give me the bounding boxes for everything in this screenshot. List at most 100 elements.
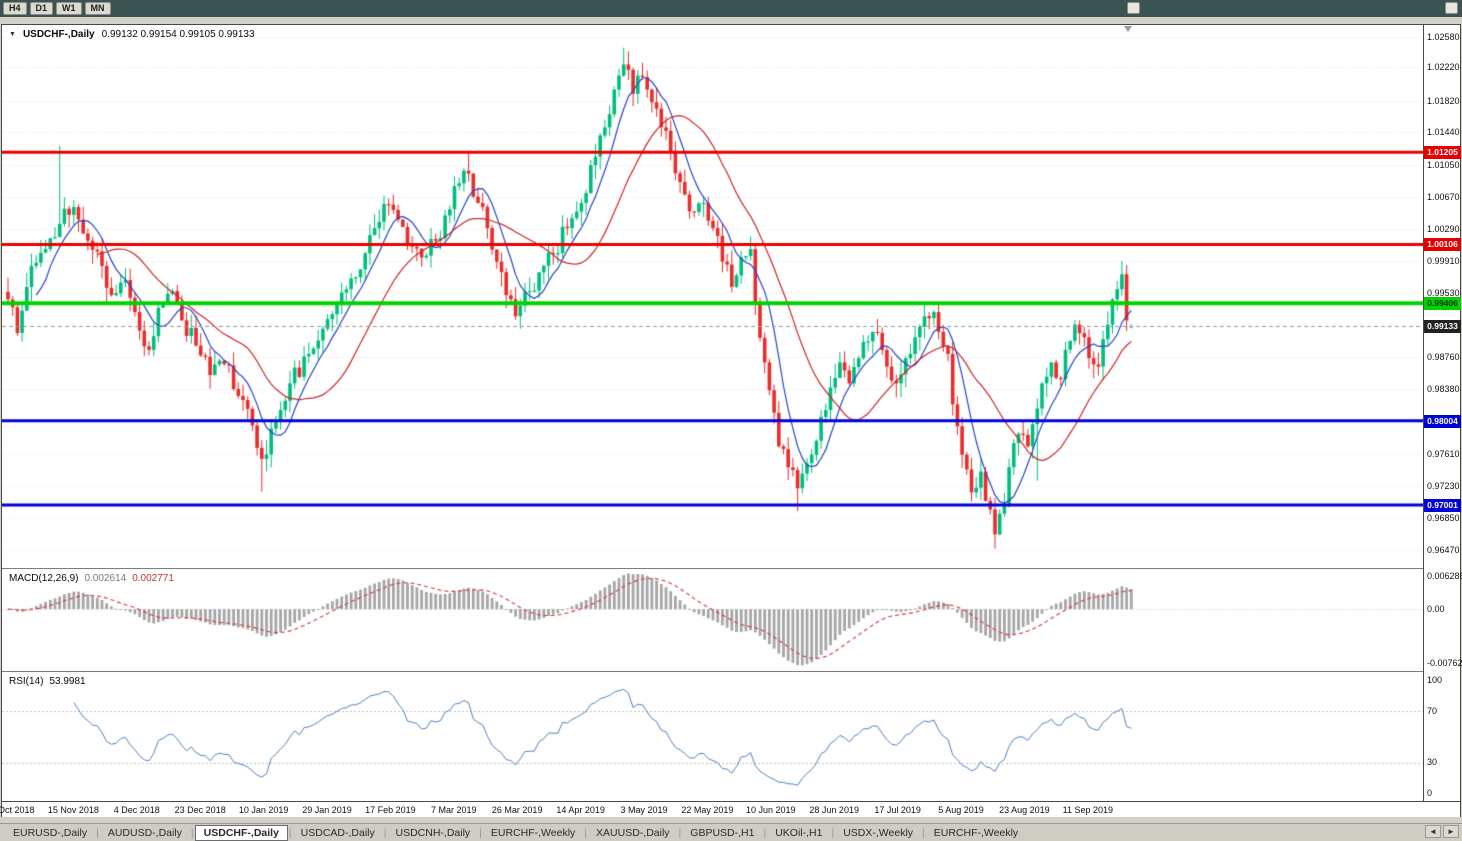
rsi-axis-0: 0	[1427, 788, 1433, 798]
chart-tab-bar: EURUSD-,Daily | AUDUSD-,Daily | USDCHF-,Dail…	[0, 823, 1462, 841]
top-toolbar: H4 D1 W1 MN	[0, 0, 1462, 17]
tab-separator: |	[831, 826, 835, 839]
tab-audusd-daily[interactable]: AUDUSD-,Daily	[107, 826, 182, 839]
date-tick-label: 17 Feb 2019	[365, 805, 416, 815]
date-tick-label: 29 Jan 2019	[302, 805, 352, 815]
macd-title: MACD(12,26,9) 0.002614 0.002771	[9, 573, 174, 584]
price-tick-label: 0.97610	[1427, 448, 1460, 459]
chart-symbol-label: USDCHF-,Daily	[22, 29, 95, 40]
date-tick-label: 7 Mar 2019	[431, 805, 477, 815]
chart-shift-marker[interactable]	[1124, 26, 1132, 32]
rsi-title: RSI(14) 53.9981	[9, 676, 86, 687]
date-tick-label: 26 Mar 2019	[491, 805, 543, 815]
rsi-canvas[interactable]	[2, 673, 1423, 801]
tab-usdx-weekly[interactable]: USDX-,Weekly	[843, 826, 914, 839]
timeframe-button-mn[interactable]: MN	[84, 2, 111, 15]
timeframe-button-d1[interactable]: D1	[29, 2, 54, 15]
bottom-strip	[0, 818, 1462, 823]
price-tick-label: 1.02580	[1427, 31, 1460, 42]
tab-separator: |	[190, 826, 194, 839]
price-chart-canvas[interactable]	[2, 25, 1423, 568]
macd-canvas[interactable]	[2, 570, 1423, 671]
tab-separator: |	[763, 826, 767, 839]
macd-panel	[2, 570, 1423, 671]
tab-gbpusd-h1[interactable]: GBPUSD-,H1	[690, 826, 755, 839]
date-tick-label: 17 Jul 2019	[874, 805, 921, 815]
date-tick-label: 22 May 2019	[681, 805, 734, 815]
rsi-axis-100: 100	[1427, 675, 1443, 685]
date-tick-label: 28 Oct 2018	[0, 805, 35, 815]
tabs-scroll-right-icon[interactable]: ►	[1443, 825, 1459, 838]
price-tick-label: 0.98380	[1427, 384, 1460, 395]
date-tick-label: 3 May 2019	[620, 805, 668, 815]
timeframe-button-h4[interactable]: H4	[3, 2, 27, 15]
chart-dropdown-icon: ▼	[9, 31, 16, 38]
rsi-axis-70: 70	[1427, 706, 1438, 716]
price-tick-label: 0.96850	[1427, 512, 1460, 523]
rsi-axis-30: 30	[1427, 757, 1438, 767]
tab-usdcad-daily[interactable]: USDCAD-,Daily	[300, 826, 375, 839]
date-tick-label: 23 Aug 2019	[999, 805, 1050, 815]
date-tick-label: 15 Nov 2018	[47, 805, 99, 815]
chart-window: ▼ USDCHF-,Daily 0.99132 0.99154 0.99105 …	[0, 24, 1462, 817]
macd-axis-zero: 0.00	[1427, 604, 1445, 615]
tab-xauusd-daily[interactable]: XAUUSD-,Daily	[596, 826, 670, 839]
tab-scroll-buttons: ◄ ►	[1425, 825, 1459, 838]
tab-eurusd-daily[interactable]: EURUSD-,Daily	[13, 826, 88, 839]
price-tick-label: 1.01050	[1427, 160, 1460, 171]
current-price-tag: 0.99133	[1424, 320, 1461, 334]
panel-divider[interactable]	[2, 568, 1460, 570]
tab-separator: |	[479, 826, 482, 839]
tab-separator: |	[678, 826, 682, 839]
price-tick-label: 0.97230	[1427, 480, 1460, 491]
price-tick-label: 1.00290	[1427, 223, 1460, 234]
tab-separator: |	[383, 826, 387, 839]
tab-separator: |	[288, 826, 292, 839]
tab-separator: |	[584, 826, 588, 839]
date-tick-label: 10 Jun 2019	[746, 805, 796, 815]
tab-usdchf-daily[interactable]: USDCHF-,Daily	[194, 824, 288, 841]
price-tick-label: 0.98760	[1427, 352, 1460, 363]
level-price-tag: 1.00106	[1424, 238, 1461, 252]
rsi-panel	[2, 673, 1423, 801]
tab-eurchf-weekly[interactable]: EURCHF-,Weekly	[490, 826, 576, 839]
price-tick-label: 0.96470	[1427, 544, 1460, 555]
date-tick-label: 23 Dec 2018	[174, 805, 226, 815]
date-tick-label: 11 Sep 2019	[1062, 805, 1113, 815]
level-price-tag: 0.99406	[1424, 297, 1461, 311]
tab-separator: |	[96, 826, 99, 839]
price-tick-label: 0.99910	[1427, 255, 1460, 266]
timeframe-button-w1[interactable]: W1	[56, 2, 82, 15]
level-price-tag: 0.98004	[1424, 414, 1461, 428]
level-price-tag: 1.01205	[1424, 146, 1461, 160]
macd-value-signal: 0.002771	[132, 573, 174, 584]
rsi-value: 53.9981	[49, 676, 86, 687]
macd-label: MACD(12,26,9)	[9, 573, 79, 584]
price-tick-label: 1.00670	[1427, 192, 1460, 203]
macd-axis-max: 0.006286	[1427, 571, 1462, 581]
price-tick-label: 1.01440	[1427, 127, 1460, 138]
date-tick-label: 10 Jan 2019	[238, 805, 289, 815]
price-tick-label: 0.99530	[1427, 287, 1460, 298]
tab-eurchf-weekly[interactable]: EURCHF-,Weekly	[933, 826, 1019, 839]
date-tick-label: 4 Dec 2018	[113, 805, 160, 815]
price-panel	[2, 25, 1423, 568]
macd-axis-min: -0.00762	[1427, 658, 1462, 668]
price-axis[interactable]: 0.006286 0.00 -0.00762 100 70 30 0 0.991…	[1423, 25, 1462, 801]
toolbar-button-extra[interactable]	[1127, 2, 1140, 14]
date-tick-label: 5 Aug 2019	[938, 805, 984, 815]
tab-ukoil-h1[interactable]: UKOil-,H1	[775, 826, 823, 839]
macd-value-main: 0.002614	[84, 573, 127, 584]
rsi-label: RSI(14)	[9, 676, 44, 687]
tab-separator: |	[922, 826, 925, 839]
tab-usdcnh-daily[interactable]: USDCNH-,Daily	[395, 826, 471, 839]
price-tick-label: 1.01820	[1427, 95, 1460, 106]
tabs-scroll-left-icon[interactable]: ◄	[1425, 825, 1441, 838]
toolbar-button-corner[interactable]	[1445, 2, 1458, 14]
price-tick-label: 1.02220	[1427, 61, 1460, 72]
chart-title: ▼ USDCHF-,Daily 0.99132 0.99154 0.99105 …	[9, 29, 255, 40]
date-axis[interactable]: 28 Oct 2018 15 Nov 2018 4 Dec 2018 23 Dec 2…	[0, 801, 1460, 817]
panel-divider[interactable]	[2, 671, 1460, 673]
date-tick-label: 28 Jun 2019	[809, 805, 859, 815]
date-tick-label: 14 Apr 2019	[556, 805, 605, 815]
